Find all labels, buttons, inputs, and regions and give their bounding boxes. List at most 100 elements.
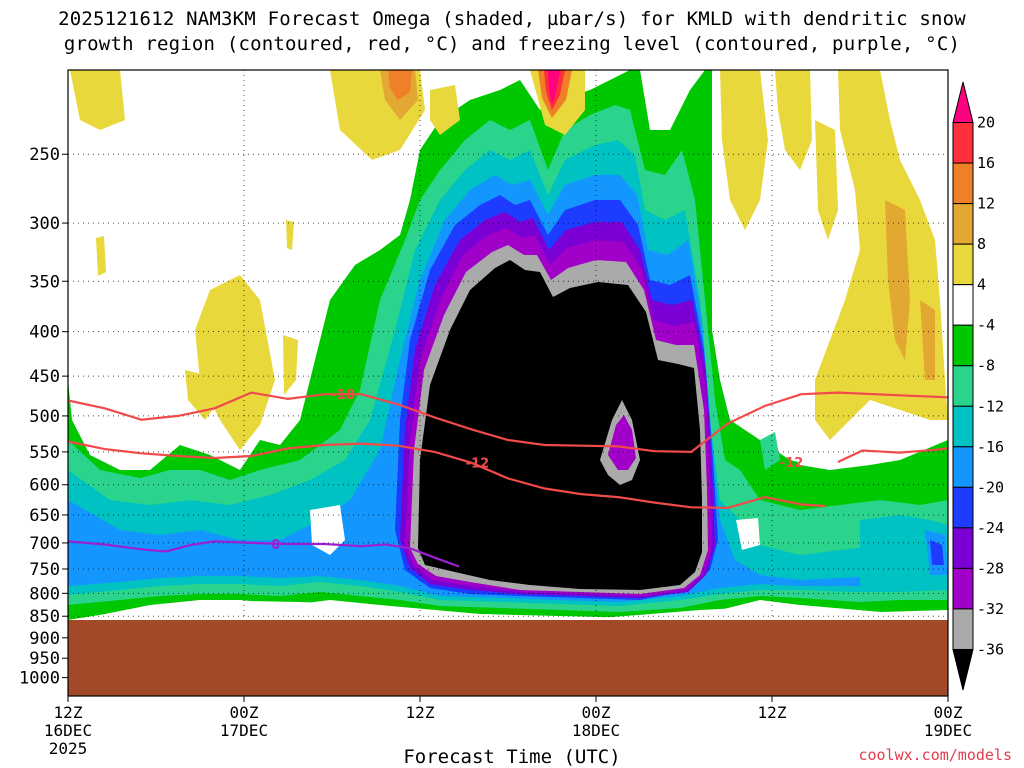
y-tick-label-350: 350	[29, 272, 60, 292]
omega-band-plus4-small	[430, 85, 460, 135]
omega-white-hole4	[736, 518, 760, 550]
x-tick-label-12-0: 00Z	[230, 703, 259, 722]
colorbar-label-6: -8	[977, 357, 995, 375]
colorbar-label-11: -28	[977, 559, 1004, 577]
y-tick-label-1000: 1000	[19, 669, 60, 689]
y-tick-label-500: 500	[29, 407, 60, 427]
colorbar-label-10: -24	[977, 519, 1004, 537]
colorbar-seg-4	[952, 243, 974, 286]
contour-3	[68, 540, 460, 568]
chart-title: 2025121612 NAM3KM Forecast Omega (shaded…	[58, 8, 966, 30]
colorbar-seg-11	[952, 527, 974, 569]
colorbar-seg-14	[952, 648, 974, 691]
y-tick-label-850: 850	[29, 607, 60, 627]
colorbar-label-1: 16	[977, 154, 995, 172]
contour-lines: -18 -12 -12 0	[68, 388, 948, 568]
contour-label-3: 0	[271, 538, 280, 553]
omega-white-hole3	[760, 432, 780, 470]
colorbar-seg-2	[952, 162, 974, 205]
colorbar-seg-6	[952, 324, 974, 367]
omega-band-plus20-top2	[548, 70, 560, 105]
y-tick-label-400: 400	[29, 323, 60, 343]
omega-band-plus4-right3	[775, 70, 812, 170]
colorbar-label-3: 8	[977, 235, 986, 253]
y-axis: 2503003504004505005506006507007508008509…	[19, 145, 68, 689]
colorbar-seg-0	[952, 81, 974, 124]
chart-subtitle: growth region (contoured, red, °C) and f…	[63, 33, 961, 55]
plot-frame	[67, 69, 949, 697]
colorbar-label-4: 4	[977, 276, 986, 294]
colorbar-seg-10	[952, 486, 974, 529]
omega-band-plus4-left3	[283, 335, 298, 395]
omega-band-plus4-right4	[815, 120, 838, 240]
omega-shading	[68, 70, 948, 625]
colorbar-seg-1	[952, 122, 974, 164]
y-tick-label-600: 600	[29, 476, 60, 496]
x-axis-label: Forecast Time (UTC)	[403, 746, 621, 768]
y-tick-label-950: 950	[29, 649, 60, 669]
y-tick-label-900: 900	[29, 629, 60, 649]
x-tick-label-36-1: 18DEC	[572, 721, 620, 740]
omega-band-plus4-right	[815, 70, 948, 440]
y-tick-label-650: 650	[29, 506, 60, 526]
x-tick-label-0-0: 12Z	[54, 703, 83, 722]
y-tick-label-800: 800	[29, 584, 60, 604]
omega-band-plus4-left4	[286, 220, 294, 250]
omega-band-plus8-right2	[920, 300, 935, 380]
contour-label-1: -12	[466, 457, 490, 472]
colorbar-label-5: -4	[977, 316, 995, 334]
x-tick-label-0-1: 16DEC	[44, 721, 92, 740]
omega-band-plus4-top	[70, 70, 125, 130]
ground-rect	[68, 620, 948, 696]
x-tick-label-48-0: 12Z	[758, 703, 787, 722]
colorbar-seg-8	[952, 405, 974, 448]
omega-right-darkblue	[930, 540, 944, 565]
colorbar-seg-5	[952, 284, 974, 326]
y-tick-label-300: 300	[29, 214, 60, 234]
omega-band-plus12-top	[388, 70, 412, 100]
colorbar: 20 16 12 8 4 -4 -8 -12 -16 -20 -24 -28 -32 -36	[952, 81, 1004, 691]
grid-lines	[68, 70, 948, 620]
colorbar-label-9: -20	[977, 478, 1004, 496]
omega-band-minus36	[418, 260, 702, 590]
x-tick-label-12-1: 17DEC	[220, 721, 268, 740]
contour-0	[68, 391, 948, 454]
contour-2	[837, 447, 948, 463]
y-tick-label-450: 450	[29, 367, 60, 387]
omega-band-plus4-right2	[720, 70, 768, 230]
x-tick-label-24-0: 12Z	[406, 703, 435, 722]
colorbar-label-8: -16	[977, 438, 1004, 456]
ground-fill	[68, 620, 948, 696]
y-tick-label-250: 250	[29, 145, 60, 165]
y-tick-label-750: 750	[29, 560, 60, 580]
contour-1	[68, 440, 826, 510]
x-tick-label-60-0: 00Z	[934, 703, 963, 722]
colorbar-seg-3	[952, 203, 974, 245]
omega-band-plus4-small2	[96, 236, 106, 276]
colorbar-seg-9	[952, 446, 974, 488]
y-tick-label-700: 700	[29, 534, 60, 554]
colorbar-seg-13	[952, 608, 974, 650]
y-tick-label-550: 550	[29, 443, 60, 463]
contour-label-0: -18	[331, 388, 355, 403]
credit-text: coolwx.com/models	[858, 746, 1012, 764]
colorbar-label-13: -36	[977, 640, 1004, 658]
colorbar-label-0: 20	[977, 114, 995, 132]
colorbar-seg-12	[952, 567, 974, 610]
omega-band-plus4-left	[195, 275, 275, 450]
x-tick-label-36-0: 00Z	[582, 703, 611, 722]
colorbar-label-7: -12	[977, 397, 1004, 415]
omega-white-hole2	[790, 440, 850, 470]
colorbar-seg-7	[952, 365, 974, 407]
contour-label-2: -12	[780, 456, 804, 471]
x-tick-label-60-1: 19DEC	[924, 721, 972, 740]
colorbar-label-2: 12	[977, 195, 995, 213]
x-tick-label-0-2: 2025	[49, 739, 88, 758]
omega-band-plus4-left2	[185, 370, 220, 420]
omega-purple-lobe	[608, 415, 636, 470]
colorbar-label-12: -32	[977, 600, 1004, 618]
omega-band-plus8-right	[885, 200, 910, 360]
omega-white-hole5	[68, 600, 948, 625]
